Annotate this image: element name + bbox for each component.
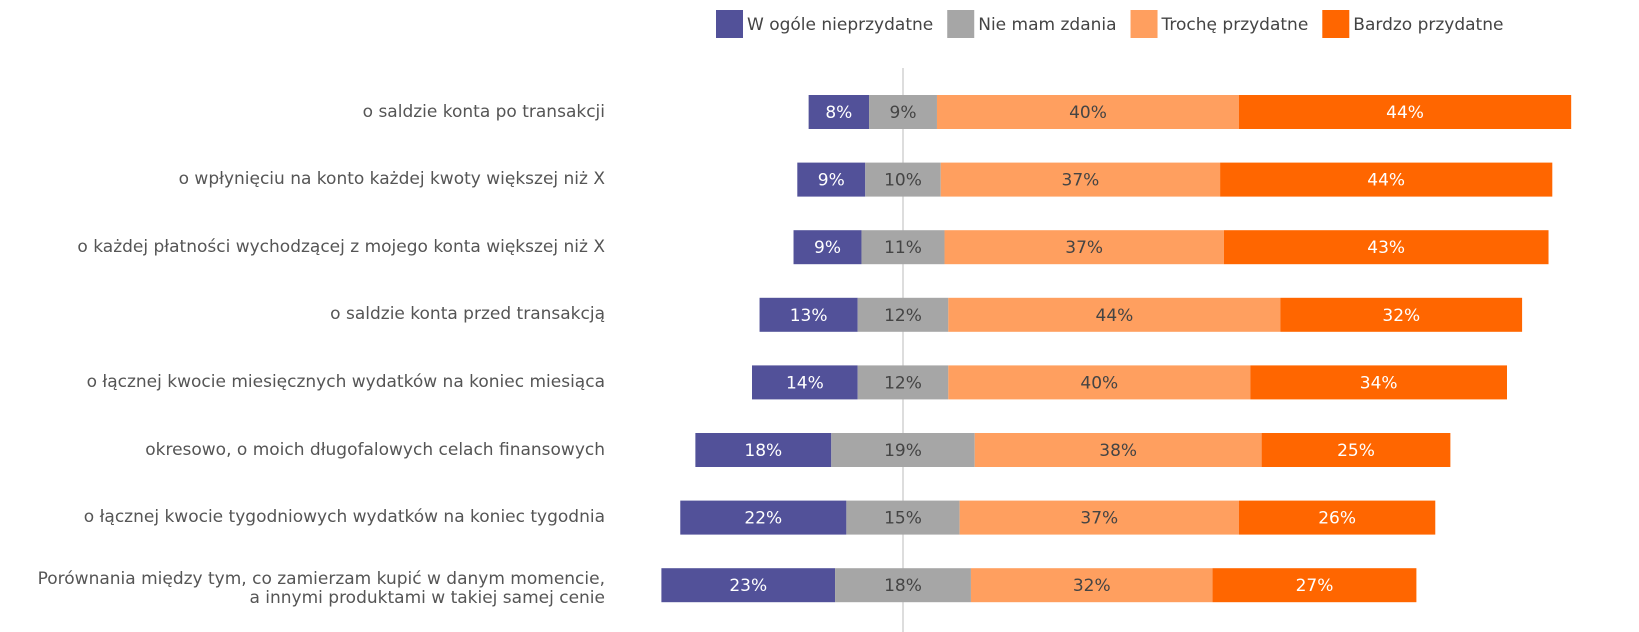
category-label: okresowo, o moich długofalowych celach f… [145,439,605,460]
value-label: 37% [1080,509,1118,529]
category-label: Porównania między tym, co zamierzam kupi… [37,569,605,609]
bar-segment [861,230,945,265]
category-label: o wpłynięciu na konto każdej kwoty więks… [178,169,605,190]
bar-segment [948,297,1281,332]
bar-segment [1223,230,1549,265]
bar-segment [1212,568,1417,603]
bar-segment [1261,433,1451,467]
bar-segment [846,500,960,535]
bar-segment [974,433,1262,467]
bar-segment [1220,162,1553,197]
bar-segment [661,568,836,603]
bar-segment [944,230,1224,265]
value-label: 18% [744,441,782,461]
category-label: o łącznej kwocie miesięcznych wydatków n… [86,371,605,392]
value-label: 22% [744,509,782,529]
bar-segment [835,568,971,603]
value-label: 11% [884,238,922,258]
value-label: 10% [884,171,922,191]
bar-segment [793,230,862,265]
bar-segment [797,162,866,197]
value-label: 13% [790,306,828,326]
value-label: 43% [1367,238,1405,258]
bar-segment [857,365,949,400]
bar-segment [759,297,858,332]
value-label: 25% [1337,441,1375,461]
value-label: 40% [1069,103,1107,123]
value-label: 34% [1360,373,1398,393]
value-label: 38% [1099,441,1137,461]
bar-segment [959,500,1239,535]
legend-swatch [1130,10,1158,38]
value-label: 44% [1386,103,1424,123]
value-label: 44% [1367,171,1405,191]
bar-segment [1238,500,1436,535]
value-label: 9% [814,238,841,258]
value-label: 9% [890,103,917,123]
bar-segment [1280,297,1523,332]
value-label: 18% [884,576,922,596]
bar-segment [970,568,1213,603]
legend-swatch [716,10,743,38]
value-label: 44% [1096,306,1134,326]
value-label: 15% [884,509,922,529]
value-label: 8% [825,103,852,123]
category-label: o każdej płatności wychodzącej z mojego … [77,236,605,257]
value-label: 12% [884,373,922,393]
value-label: 27% [1296,576,1334,596]
legend-label: Trochę przydatne [1161,15,1309,35]
value-label: 37% [1062,171,1100,191]
bar-segment [695,433,832,467]
bar-segment [808,95,870,129]
bar-segment [831,433,975,467]
legend-swatch [1322,10,1350,38]
bar-segment [680,500,847,535]
bar-segment [869,95,937,129]
legend-swatch [947,10,975,38]
value-label: 9% [818,171,845,191]
category-label: o łącznej kwocie tygodniowych wydatków n… [83,507,605,528]
legend-label: Nie mam zdania [978,15,1116,35]
value-label: 26% [1318,509,1356,529]
bar-segment [752,365,858,400]
bar-segment [936,95,1239,129]
legend-label: W ogóle nieprzydatne [747,15,933,35]
bar-segment [865,162,941,197]
bar-segment [857,297,949,332]
value-label: 14% [786,373,824,393]
value-label: 32% [1073,576,1111,596]
category-label: o saldzie konta przed transakcją [330,304,605,325]
value-label: 40% [1080,373,1118,393]
bar-segment [1238,95,1572,129]
value-label: 23% [729,576,767,596]
value-label: 12% [884,306,922,326]
bar-segment [948,365,1251,400]
value-label: 32% [1382,306,1420,326]
bar-segment [1250,365,1507,400]
category-label: o saldzie konta po transakcji [362,101,605,122]
bar-segment [940,162,1221,197]
value-label: 19% [884,441,922,461]
legend-label: Bardzo przydatne [1353,15,1503,35]
value-label: 37% [1065,238,1103,258]
